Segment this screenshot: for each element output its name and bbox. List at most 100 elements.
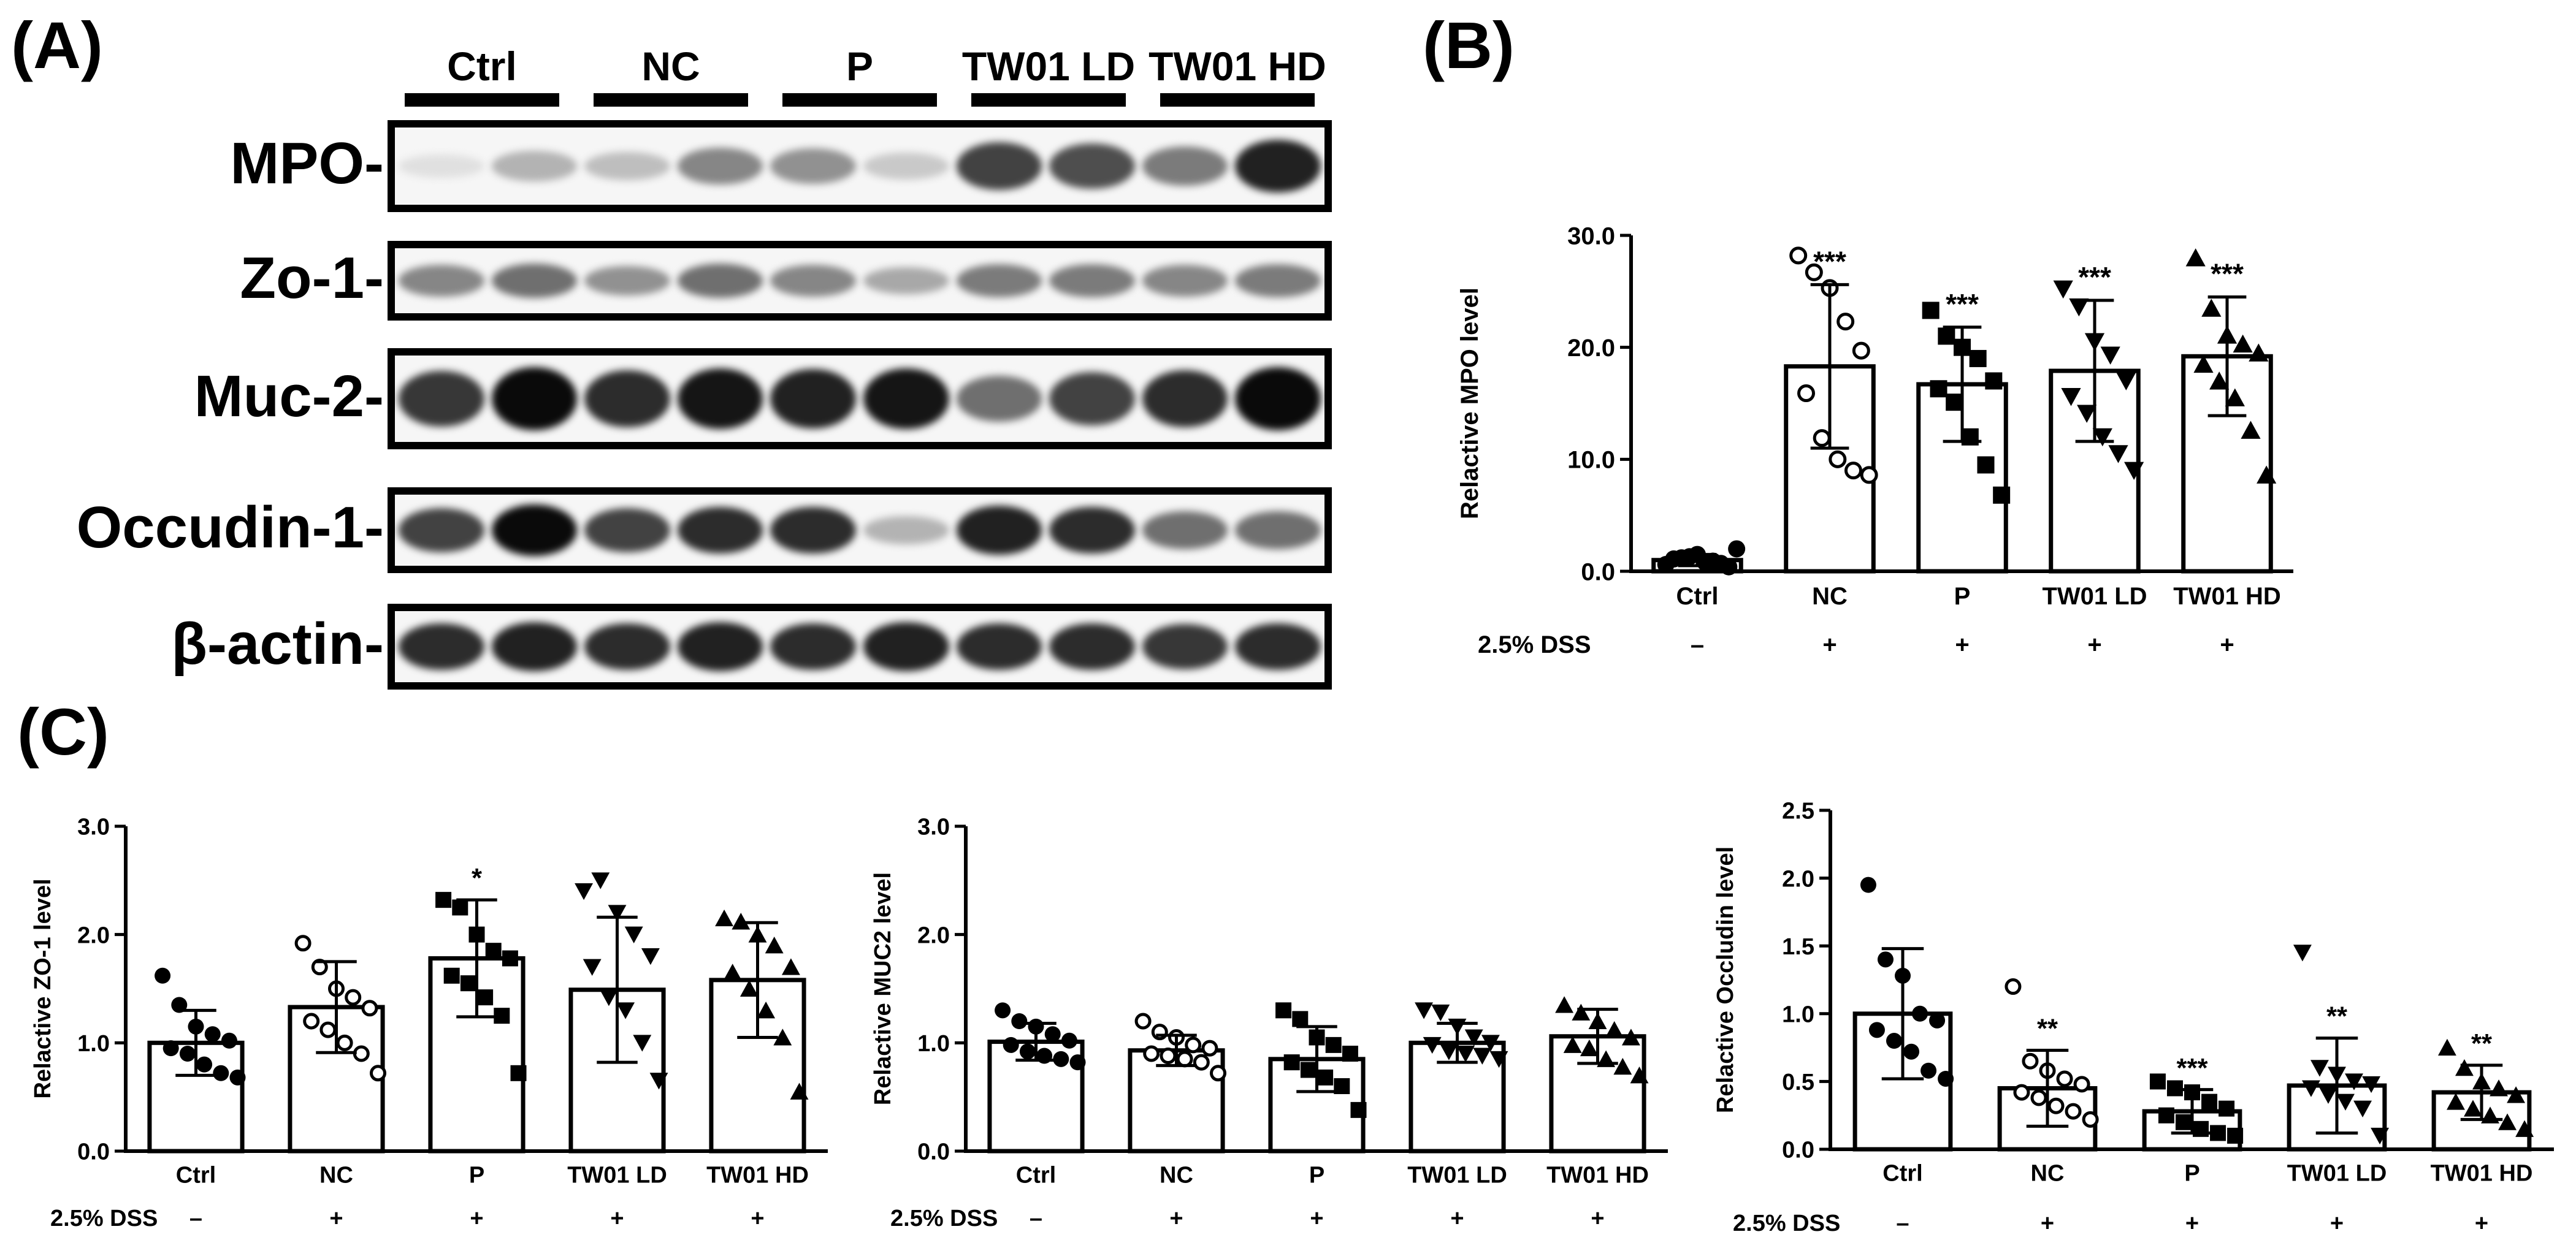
blot-group-bar [971,93,1126,107]
y-axis-label: Relactive ZO-1 level [30,878,56,1098]
x-tick-label: Ctrl [1676,583,1719,610]
data-point [2005,978,2022,995]
data-point [1805,263,1823,281]
treatment-sign: + [610,1206,624,1231]
data-point [1930,380,1947,398]
data-point [2219,1100,2235,1117]
blot-strip [388,487,1332,573]
data-point [2446,1093,2465,1110]
treatment-sign: + [2330,1211,2344,1236]
treatment-sign: – [1030,1206,1042,1231]
x-tick-label: P [1954,583,1971,610]
blot-strip [388,604,1332,690]
data-point [2293,945,2312,962]
y-tick-label: 0.0 [77,1139,110,1165]
y-tick-label: 20.0 [1567,335,1615,362]
treatment-label: 2.5% DSS [1478,631,1591,658]
data-point [1921,1062,1937,1079]
y-tick-label: 2.0 [917,922,950,948]
blot-row-label: Occudin-1- [76,495,384,560]
y-tick-label: 3.0 [917,815,950,840]
blot-band [1235,264,1321,297]
data-point [2225,388,2245,406]
zo1-bar-chart: Relactive ZO-1 level 0.0 1.0 2.0 3.0 2.5% DSS… [30,815,828,1231]
blot-band [677,147,763,185]
y-tick-label: 0.0 [1782,1138,1814,1163]
blot-band [1142,511,1228,549]
data-point [649,1073,668,1090]
data-point [370,1065,387,1082]
x-tick-label: NC [319,1162,353,1188]
data-point [1813,429,1831,447]
blot-band [677,622,763,671]
data-point [1797,384,1816,403]
x-tick-label: P [1309,1162,1324,1188]
data-point [583,959,602,976]
treatment-sign: + [470,1206,483,1231]
x-tick-label: TW01 LD [2042,583,2147,610]
data-point [1712,555,1730,572]
data-point [1844,462,1862,480]
data-point [1317,1069,1334,1086]
blot-band [491,151,578,181]
blot-band [1049,264,1135,297]
data-point [1555,996,1574,1013]
data-point [336,1034,353,1051]
data-point [1665,550,1683,568]
data-point [229,1069,246,1086]
data-point [2371,1127,2390,1145]
blot-band [584,623,670,671]
blot-band [1049,143,1135,189]
data-point [781,958,800,975]
blot-band [863,368,949,430]
data-point [1886,1033,1902,1049]
treatment-sign: + [2475,1211,2488,1236]
blot-band [770,265,856,297]
data-point [790,1082,809,1100]
blot-group-label: Ctrl [447,44,517,89]
blot-strip [388,348,1332,449]
y-tick-label: 0.0 [1581,558,1615,585]
data-point [1977,456,1995,474]
blot-band [491,367,578,430]
data-point [1860,466,1878,484]
data-point [1605,1021,1624,1038]
x-tick-label: Ctrl [176,1162,216,1188]
data-point [624,926,643,943]
bar [1268,1057,1366,1154]
data-point [2116,372,2136,390]
data-point [2022,1052,2039,1070]
y-axis-label: Relactive MUC2 level [870,872,896,1105]
blot-band [1049,371,1135,426]
data-point [1193,1054,1210,1071]
data-point [715,909,734,927]
panel-label-c: (C) [17,694,109,769]
blot-band [399,265,484,297]
data-point [1489,1051,1508,1068]
blot-band [677,506,763,554]
data-point [757,1002,776,1019]
data-point [773,1029,792,1046]
y-tick-label: 2.5 [1782,799,1814,824]
blot-band [956,506,1042,555]
treatment-sign: + [1955,631,1969,658]
blot-group-bar [594,93,748,107]
y-axis-label: Relactive MPO level [1456,287,1483,519]
treatment-sign: – [1896,1211,1909,1236]
blot-band [1235,139,1321,193]
data-point [1922,302,1940,319]
data-point [1431,1004,1450,1022]
data-point [1938,1070,1954,1087]
data-point [303,1013,320,1030]
data-point [1789,246,1808,265]
data-point [1176,1051,1193,1068]
data-point [1621,1029,1640,1046]
data-point [1877,951,1894,968]
y-tick-label: 2.0 [1782,866,1814,892]
data-point [1681,548,1699,566]
significance-label: ** [2471,1029,2492,1059]
blot-band [399,371,484,427]
treatment-label: 2.5% DSS [50,1206,158,1231]
panel-label-b: (B) [1423,8,1515,82]
data-point [502,950,518,967]
